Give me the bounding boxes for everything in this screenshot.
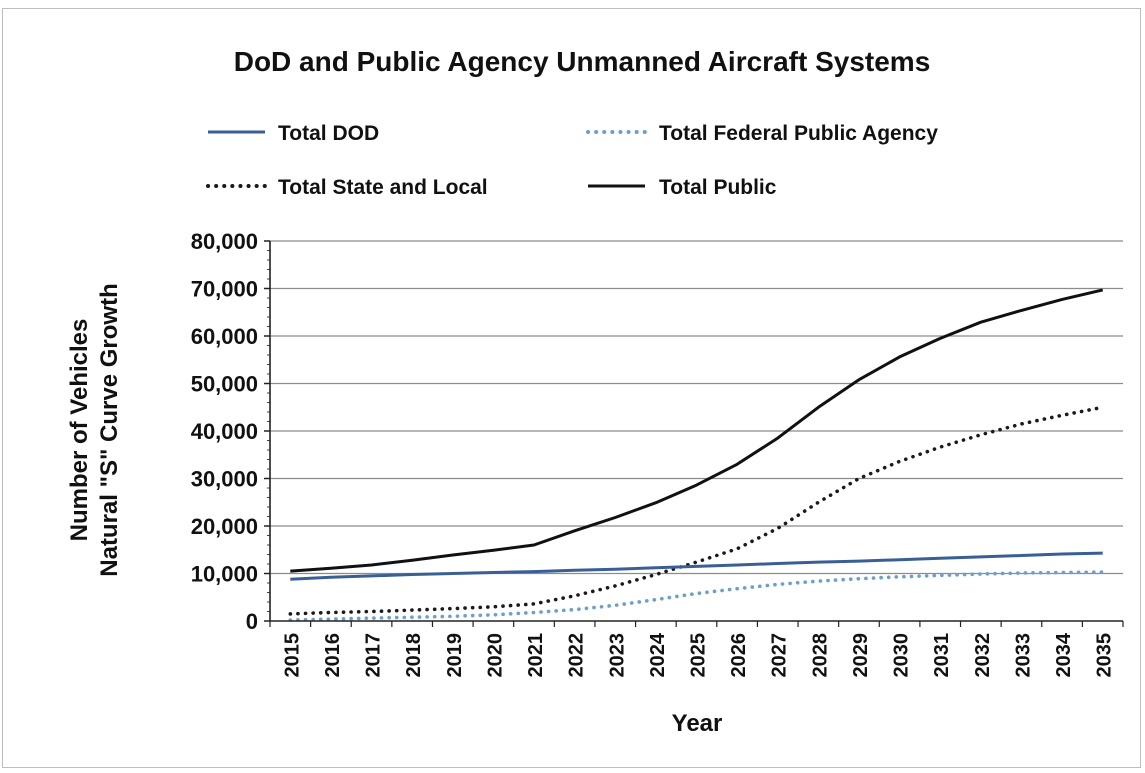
x-tick-label: 2034 <box>1053 632 1075 677</box>
x-tick-label: 2022 <box>566 633 588 678</box>
legend-label-total-federal-public-agency: Total Federal Public Agency <box>659 122 938 145</box>
legend-label-total-public: Total Public <box>659 176 777 199</box>
axes <box>264 240 1124 627</box>
y-tick-label: 40,000 <box>191 419 258 444</box>
x-tick-label: 2029 <box>850 633 872 678</box>
x-tick-label: 2019 <box>444 633 466 678</box>
x-tick-label: 2017 <box>363 633 385 678</box>
series-line-total-federal-public-agency <box>288 570 1105 622</box>
y-tick-label: 0 <box>246 609 258 634</box>
series-line-total-state-and-local <box>288 405 1105 616</box>
series-layer <box>288 288 1105 622</box>
x-tick-label: 2027 <box>769 633 791 678</box>
x-tick-label: 2031 <box>931 633 953 678</box>
y-tick-labels: 0 10,000 20,000 30,000 40,000 50,000 60,000 70,… <box>191 229 258 634</box>
grid-lines <box>270 240 1123 575</box>
x-tick-label: 2021 <box>525 633 547 678</box>
y-tick-label: 10,000 <box>191 562 258 587</box>
x-tick-label: 2025 <box>688 633 710 678</box>
x-tick-label: 2035 <box>1094 633 1116 678</box>
x-tick-label: 2016 <box>322 633 344 678</box>
x-tick-label: 2030 <box>891 633 913 678</box>
x-tick-label: 2032 <box>972 633 994 678</box>
x-tick-label: 2015 <box>281 633 303 678</box>
y-tick-label: 80,000 <box>191 229 258 254</box>
x-tick-label: 2023 <box>606 633 628 678</box>
y-tick-label: 50,000 <box>191 372 258 397</box>
x-tick-label: 2018 <box>403 633 425 678</box>
y-tick-label: 60,000 <box>191 324 258 349</box>
x-tick-label: 2033 <box>1012 633 1034 678</box>
y-tick-label: 70,000 <box>191 277 258 302</box>
x-tick-label: 2026 <box>728 633 750 678</box>
x-tick-label: 2024 <box>647 632 669 677</box>
legend: Total DOD Total Federal Public Agency Tota… <box>206 122 938 199</box>
x-tick-labels: 2015 2016 2017 2018 2019 2020 2021 2022 2023 2024… <box>281 632 1115 677</box>
y-axis-label-line-1: Number of Vehicles <box>66 319 93 542</box>
series-line-total-public <box>290 288 1104 573</box>
x-tick-label: 2020 <box>484 633 506 678</box>
chart-title: DoD and Public Agency Unmanned Aircraft … <box>234 46 931 77</box>
legend-label-total-dod: Total DOD <box>278 122 379 145</box>
x-axis-label: Year <box>672 710 723 737</box>
chart-frame <box>2 8 1141 768</box>
y-axis-label: Number of Vehicles Natural "S" Curve Gro… <box>66 283 123 576</box>
y-tick-label: 30,000 <box>191 467 258 492</box>
y-tick-label: 20,000 <box>191 514 258 539</box>
series-line-total-dod <box>290 551 1103 581</box>
legend-label-total-state-and-local: Total State and Local <box>278 176 488 199</box>
x-tick-label: 2028 <box>809 633 831 678</box>
y-axis-label-line-2: Natural "S" Curve Growth <box>96 283 123 576</box>
